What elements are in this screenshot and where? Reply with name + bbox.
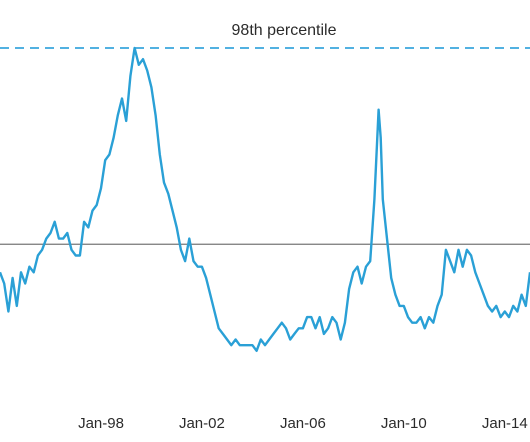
x-tick-label: Jan-98: [78, 415, 124, 432]
series-line-0: [0, 46, 530, 352]
x-axis-tick-labels: Jan-98 Jan-02 Jan-06 Jan-10 Jan-14: [78, 415, 528, 432]
x-tick-label: Jan-14: [482, 415, 528, 432]
series-group: [0, 46, 530, 352]
x-tick-label: Jan-06: [280, 415, 326, 432]
x-tick-label: Jan-02: [179, 415, 225, 432]
percentile-reference-label: 98th percentile: [232, 22, 337, 39]
x-tick-label: Jan-10: [381, 415, 427, 432]
